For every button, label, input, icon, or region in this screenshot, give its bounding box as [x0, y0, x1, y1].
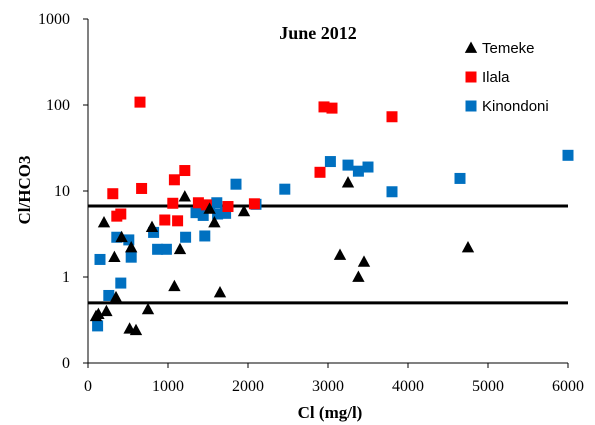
- point-temeke: [109, 290, 123, 303]
- y-tick-label: 100: [46, 97, 70, 114]
- point-ilala: [107, 188, 119, 200]
- point-kinondoni: [352, 165, 364, 177]
- point-kinondoni: [362, 161, 374, 173]
- point-temeke: [341, 176, 355, 188]
- point-kinondoni: [324, 156, 336, 168]
- point-temeke: [141, 302, 155, 315]
- point-kinondoni: [125, 251, 137, 263]
- series-kinondoni: [92, 149, 574, 332]
- x-tick-label: 1000: [152, 378, 184, 395]
- point-kinondoni: [562, 149, 574, 161]
- point-temeke: [129, 323, 143, 336]
- legend-item-kinondoni: Kinondoni: [465, 98, 549, 115]
- point-ilala: [167, 197, 179, 209]
- legend-item-temeke: Temeke: [464, 40, 535, 57]
- point-temeke: [108, 250, 121, 263]
- point-ilala: [136, 182, 148, 194]
- chart-title: June 2012: [279, 23, 357, 43]
- point-temeke: [203, 202, 216, 214]
- legend-marker-ilala: [465, 71, 477, 83]
- x-tick-label: 2000: [232, 378, 264, 395]
- x-tick-label: 4000: [392, 378, 424, 395]
- point-kinondoni: [180, 231, 192, 243]
- point-temeke: [237, 204, 251, 217]
- x-tick-label: 3000: [312, 378, 344, 395]
- point-temeke: [178, 190, 191, 202]
- point-kinondoni: [454, 172, 466, 184]
- point-temeke: [213, 286, 227, 298]
- x-tick-label: 5000: [472, 378, 504, 395]
- point-kinondoni: [230, 178, 242, 190]
- point-ilala: [222, 201, 234, 213]
- point-temeke: [100, 304, 113, 317]
- point-temeke: [97, 216, 111, 228]
- point-kinondoni: [152, 243, 164, 255]
- point-kinondoni: [115, 277, 127, 289]
- legend-label-kinondoni: Kinondoni: [482, 98, 549, 115]
- x-axis-title: Cl (mg/l): [298, 403, 363, 422]
- y-axis-title: Cl/HCO3: [15, 156, 34, 225]
- legend-label-temeke: Temeke: [482, 40, 535, 57]
- point-temeke: [461, 241, 475, 253]
- point-ilala: [248, 198, 260, 210]
- point-temeke: [92, 307, 105, 320]
- point-temeke: [125, 241, 138, 253]
- legend-item-ilala: Ilala: [465, 69, 510, 86]
- axes-layer: 0 1000 2000 3000 4000 5000 6000 0 1 10 100 1000: [38, 11, 584, 395]
- point-temeke: [145, 220, 159, 233]
- point-temeke: [208, 216, 221, 228]
- legend-marker-kinondoni: [465, 100, 477, 112]
- point-ilala: [386, 111, 398, 123]
- y-tick-label: 1: [62, 269, 70, 286]
- point-ilala: [115, 208, 127, 220]
- legend-label-ilala: Ilala: [482, 69, 510, 86]
- point-kinondoni: [199, 230, 211, 242]
- point-kinondoni: [279, 183, 291, 195]
- point-ilala: [168, 174, 180, 186]
- point-ilala: [134, 96, 146, 108]
- point-ilala: [179, 165, 191, 177]
- point-ilala: [159, 214, 171, 226]
- y-tick-label: 0: [62, 355, 70, 372]
- data-points: [89, 96, 574, 336]
- point-kinondoni: [92, 320, 104, 332]
- point-temeke: [333, 248, 347, 260]
- y-tick-label: 10: [54, 183, 70, 200]
- point-kinondoni: [386, 186, 398, 198]
- legend-marker-temeke: [464, 41, 478, 53]
- y-tick-label: 1000: [38, 11, 70, 28]
- point-kinondoni: [103, 289, 115, 301]
- point-ilala: [326, 102, 338, 114]
- point-temeke: [352, 270, 365, 282]
- legend: Temeke Ilala Kinondoni: [464, 40, 549, 115]
- point-kinondoni: [211, 197, 223, 209]
- point-temeke: [173, 242, 187, 255]
- series-ilala: [107, 96, 398, 227]
- point-kinondoni: [160, 243, 172, 255]
- point-kinondoni: [342, 159, 354, 171]
- point-ilala: [314, 166, 326, 178]
- x-tick-label: 0: [84, 378, 92, 395]
- point-temeke: [357, 255, 371, 267]
- x-tick-label: 6000: [552, 378, 584, 395]
- point-ilala: [172, 215, 184, 227]
- series-temeke: [89, 176, 475, 336]
- point-temeke: [115, 230, 128, 243]
- point-kinondoni: [94, 253, 106, 265]
- point-temeke: [168, 279, 181, 292]
